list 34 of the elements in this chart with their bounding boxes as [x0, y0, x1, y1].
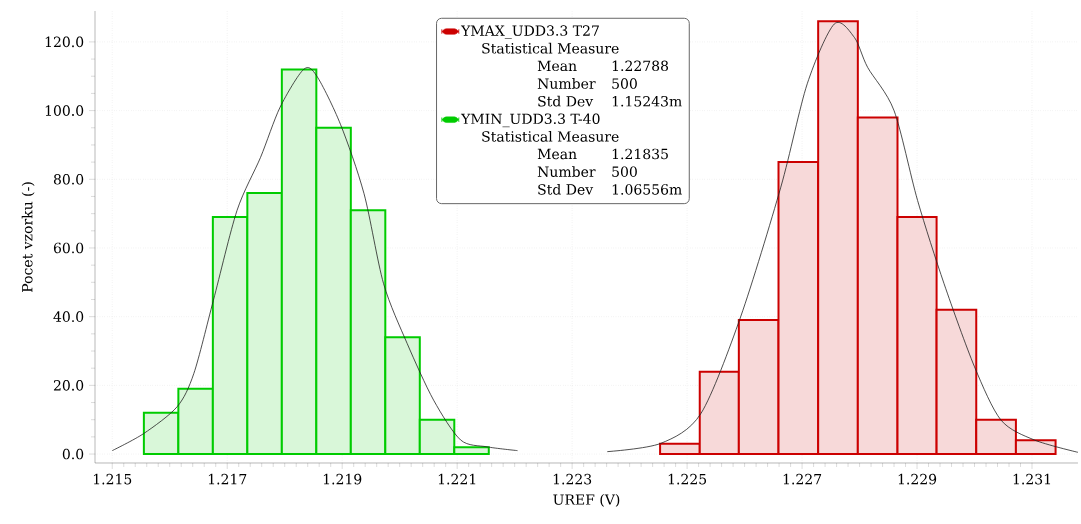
- y-axis-title: Pocet vzorku (-): [21, 182, 35, 292]
- x-tick-label: 1.229: [898, 473, 937, 485]
- x-tick-label: 1.227: [783, 473, 822, 485]
- annotation: 1.15243m: [612, 95, 682, 107]
- x-tick-label: 1.215: [93, 473, 132, 485]
- x-tick-label: 1.225: [668, 473, 707, 485]
- y-tick-label: 120.0: [45, 36, 84, 48]
- annotation: 1.22788: [612, 60, 669, 72]
- y-tick-label: 100.0: [45, 105, 84, 116]
- annotation: 500: [612, 166, 637, 178]
- annotation: Mean: [537, 60, 577, 72]
- y-tick-label: 40.0: [53, 311, 84, 322]
- legend-label: YMAX_UDD3.3 T27: [460, 25, 599, 39]
- y-tick-label: 60.0: [53, 242, 84, 254]
- annotation: Statistical Measure: [482, 42, 619, 54]
- annotation: Std Dev: [538, 183, 594, 195]
- annotation: Mean: [537, 148, 577, 160]
- annotation: Statistical Measure: [482, 130, 619, 142]
- y-tick-label: 80.0: [53, 173, 84, 185]
- legend-label: YMIN_UDD3.3 T-40: [460, 113, 600, 128]
- annotation: Number: [537, 77, 596, 89]
- annotation: 1.06556m: [612, 184, 682, 195]
- annotation: Number: [537, 166, 596, 178]
- x-tick-label: 1.219: [323, 473, 362, 485]
- x-axis-title: UREF (V): [553, 493, 620, 507]
- x-tick-label: 1.221: [438, 473, 476, 485]
- y-tick-label: 20.0: [53, 380, 84, 391]
- y-tick-label: 0.0: [62, 448, 84, 460]
- annotation: 500: [612, 78, 637, 89]
- annotation: 1.21835: [612, 148, 668, 160]
- x-tick-label: 1.231: [1013, 473, 1051, 485]
- x-tick-label: 1.217: [208, 473, 247, 485]
- annotation: Std Dev: [538, 95, 594, 107]
- x-tick-label: 1.223: [553, 473, 592, 485]
